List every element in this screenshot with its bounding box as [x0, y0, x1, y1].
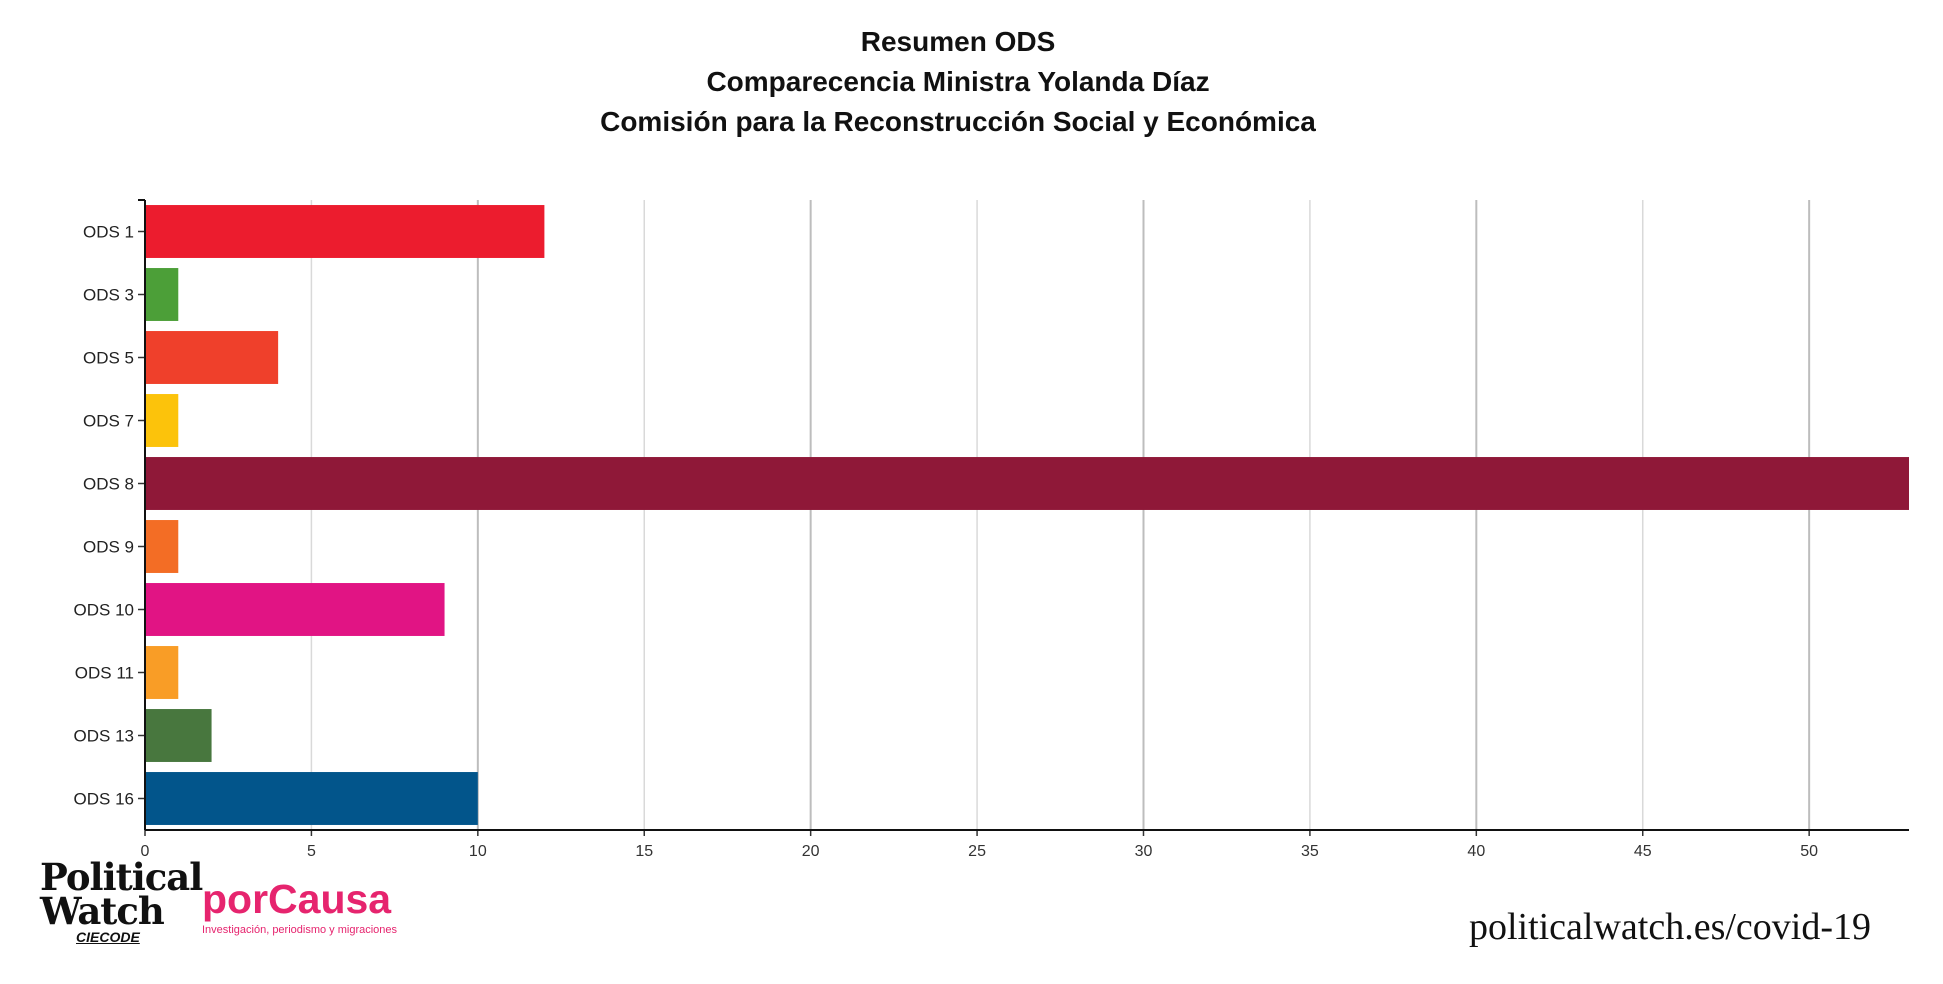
x-tick-label-15: 15	[635, 843, 653, 860]
bar-ods-3	[145, 268, 179, 321]
y-tick-label-ods-1: ODS 1	[83, 223, 134, 242]
title-line-3: Comisión para la Reconstrucción Social y…	[600, 106, 1316, 137]
logo-political-line2: Watch	[40, 889, 165, 933]
x-tick-label-5: 5	[307, 843, 316, 860]
bar-ods-5	[145, 331, 279, 384]
logo-ciecode: CIECODE	[76, 929, 140, 945]
porcausa-tagline: Investigación, periodismo y migraciones	[202, 924, 398, 936]
y-tick-label-ods-5: ODS 5	[83, 349, 134, 368]
chart-title: Resumen ODS Comparecencia Ministra Yolan…	[0, 22, 1916, 142]
title-line-2: Comparecencia Ministra Yolanda Díaz	[706, 66, 1210, 97]
y-tick-label-ods-10: ODS 10	[74, 601, 134, 620]
bar-ods-7	[145, 394, 179, 447]
x-tick-label-0: 0	[141, 843, 150, 860]
x-tick-label-35: 35	[1301, 843, 1319, 860]
site-url: politicalwatch.es/covid-19	[1468, 906, 1871, 948]
political-watch-logo: Political Watch CIECODE	[40, 855, 203, 946]
x-tick-label-45: 45	[1634, 843, 1652, 860]
bar-ods-13	[145, 709, 212, 762]
bar-ods-10	[145, 583, 445, 636]
porcausa-name: porCausa	[202, 876, 392, 922]
x-tick-label-10: 10	[469, 843, 487, 860]
bars	[145, 205, 1909, 825]
x-tick-label-30: 30	[1135, 843, 1153, 860]
grid-lines	[310, 200, 1811, 830]
bar-ods-16	[145, 772, 478, 825]
y-tick-label-ods-3: ODS 3	[83, 286, 134, 305]
bar-ods-8	[145, 457, 1909, 510]
x-tick-label-40: 40	[1467, 843, 1485, 860]
y-tick-label-ods-13: ODS 13	[74, 727, 134, 746]
y-tick-label-ods-7: ODS 7	[83, 412, 134, 431]
x-tick-label-50: 50	[1800, 843, 1818, 860]
axes: 0 5 10 15 20 25 30 35 40 45 50 ODS 1 ODS 3 ODS 5 ODS 7…	[74, 199, 1909, 860]
title-line-1: Resumen ODS	[860, 26, 1056, 57]
y-tick-label-ods-9: ODS 9	[83, 538, 134, 557]
x-tick-label-25: 25	[968, 843, 986, 860]
bar-ods-9	[145, 520, 179, 573]
y-tick-label-ods-16: ODS 16	[74, 790, 134, 809]
bar-ods-11	[145, 646, 179, 699]
y-tick-label-ods-11: ODS 11	[75, 664, 134, 683]
porcausa-logo: porCausa Investigación, periodismo y mig…	[202, 877, 397, 937]
y-tick-label-ods-8: ODS 8	[83, 475, 134, 494]
x-tick-label-20: 20	[802, 843, 820, 860]
logo-political-line1: Political	[40, 855, 203, 899]
bar-ods-1	[145, 205, 545, 258]
